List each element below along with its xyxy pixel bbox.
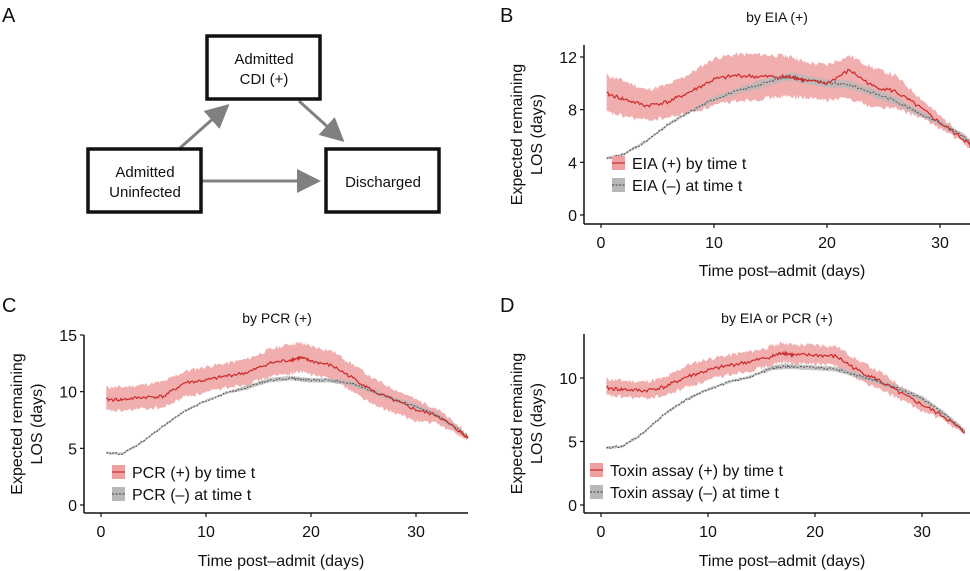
panel-d-y-tick-label: 5 bbox=[568, 435, 577, 452]
panel-d-y-axis-label: LOS (days) bbox=[529, 383, 546, 464]
panel-c-y-tick-label: 0 bbox=[68, 498, 77, 515]
panel-c-y-tick-label: 15 bbox=[59, 328, 77, 345]
panel-d-x-tick-label: 20 bbox=[806, 524, 824, 541]
panel-b-title: by EIA (+) bbox=[746, 9, 808, 25]
panel-c-legend: PCR (+) by time t PCR (–) at time t bbox=[112, 465, 256, 504]
panel-c-series-positive-ci-band bbox=[106, 341, 469, 441]
panel-b-y-tick-label: 8 bbox=[568, 103, 577, 120]
panel-d-series-negative-ci-band bbox=[606, 363, 965, 450]
panel-b-series-positive-line bbox=[606, 68, 970, 148]
panel-c-title: by PCR (+) bbox=[242, 310, 312, 326]
panel-b-series-positive-ci-band bbox=[606, 52, 970, 152]
state-diagram: Admitted CDI (+) Admitted Uninfected Dis… bbox=[86, 34, 441, 214]
panel-d-series-positive-ci-band bbox=[606, 341, 965, 436]
node-discharged-label: Discharged bbox=[345, 174, 421, 191]
panel-b-legend-label: EIA (–) at time t bbox=[632, 178, 743, 195]
panel-c-series-positive-line bbox=[106, 355, 469, 439]
panel-label-a: A bbox=[2, 5, 16, 27]
panel-d-x-tick-label: 30 bbox=[913, 524, 931, 541]
panel-b-y-tick-label: 4 bbox=[568, 155, 577, 172]
panel-label-c: C bbox=[2, 295, 16, 317]
panel-b-x-tick-label: 0 bbox=[597, 235, 606, 252]
panel-c-y-axis-label: Expected remaining bbox=[9, 353, 26, 494]
panel-c-x-tick-label: 30 bbox=[407, 524, 425, 541]
panel-b-x-tick-label: 10 bbox=[705, 235, 723, 252]
panel-d-x-tick-label: 10 bbox=[699, 524, 717, 541]
panel-b-y-axis-label: Expected remaining bbox=[509, 64, 526, 205]
panel-c-x-tick-label: 10 bbox=[197, 524, 215, 541]
panel-d-series-negative-line bbox=[606, 364, 966, 450]
panel-label-b: B bbox=[500, 5, 513, 27]
panel-d-y-tick-label: 0 bbox=[568, 498, 577, 515]
panel-c-series-negative-line bbox=[106, 376, 469, 456]
node-cdi-line1: Admitted bbox=[234, 51, 293, 68]
panel-b-legend-label: EIA (+) by time t bbox=[632, 156, 747, 173]
chart-panel-c: by PCR (+) 0 5 10 15 0 10 20 30 Time post–admit (… bbox=[9, 310, 469, 570]
node-admitted-uninfected: Admitted Uninfected bbox=[86, 147, 203, 214]
panel-c-legend-label: PCR (–) at time t bbox=[132, 487, 252, 504]
panel-b-legend: EIA (+) by time t EIA (–) at time t bbox=[612, 156, 747, 195]
panel-b-y-tick-label: 0 bbox=[568, 208, 577, 225]
panel-label-d: D bbox=[500, 295, 514, 317]
panel-c-y-tick-label: 10 bbox=[59, 385, 77, 402]
node-discharged: Discharged bbox=[324, 147, 441, 214]
panel-b-y-tick-label: 12 bbox=[559, 50, 577, 67]
panel-d-y-tick-label: 10 bbox=[559, 371, 577, 388]
node-admitted-cdi: Admitted CDI (+) bbox=[205, 34, 322, 101]
node-cdi-line2: CDI (+) bbox=[240, 71, 289, 88]
arrow-uninfected-to-cdi bbox=[179, 104, 230, 150]
panel-d-legend-label: Toxin assay (+) by time t bbox=[610, 463, 784, 480]
panel-c-x-tick-label: 0 bbox=[97, 524, 106, 541]
panel-c-y-tick-label: 5 bbox=[68, 441, 77, 458]
panel-d-x-tick-label: 0 bbox=[597, 524, 606, 541]
panel-d-legend-swatch-negative bbox=[590, 485, 603, 499]
panel-c-x-axis-label: Time post–admit (days) bbox=[198, 553, 365, 570]
panel-b-x-tick-label: 20 bbox=[818, 235, 836, 252]
panel-b-x-tick-label: 30 bbox=[931, 235, 949, 252]
node-uninfected-line1: Admitted bbox=[115, 164, 174, 181]
panel-c-legend-swatch-negative bbox=[112, 487, 125, 501]
panel-c-y-axis-label: LOS (days) bbox=[29, 384, 46, 465]
panel-b-y-axis-label: LOS (days) bbox=[529, 94, 546, 175]
panel-d-x-axis-label: Time post–admit (days) bbox=[699, 553, 866, 570]
panel-b-series-negative-line bbox=[606, 75, 970, 160]
chart-panel-d: by EIA or PCR (+) 0 5 10 0 10 20 30 Time post–ad… bbox=[509, 310, 970, 570]
panel-b-legend-swatch-negative bbox=[612, 178, 625, 192]
panel-d-legend: Toxin assay (+) by time t Toxin assay (–)… bbox=[590, 463, 784, 502]
panel-d-title: by EIA or PCR (+) bbox=[721, 310, 833, 326]
panel-d-series-positive-line bbox=[606, 350, 965, 434]
arrow-cdi-to-discharged bbox=[297, 99, 345, 143]
panel-c-x-tick-label: 20 bbox=[302, 524, 320, 541]
panel-d-y-axis-label: Expected remaining bbox=[509, 353, 526, 494]
chart-panel-b: by EIA (+) 0 4 8 12 0 10 20 30 Time post–admit (d… bbox=[509, 9, 970, 280]
panel-d-legend-label: Toxin assay (–) at time t bbox=[610, 485, 780, 502]
panel-c-legend-label: PCR (+) by time t bbox=[132, 465, 256, 482]
panel-b-x-axis-label: Time post–admit (days) bbox=[699, 263, 866, 280]
node-uninfected-line2: Uninfected bbox=[109, 184, 181, 201]
